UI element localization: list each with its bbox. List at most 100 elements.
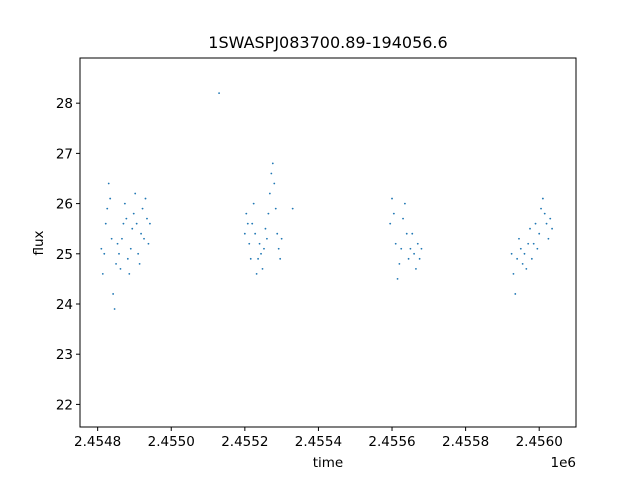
data-point bbox=[103, 252, 106, 255]
data-point bbox=[514, 293, 517, 295]
data-point bbox=[551, 227, 553, 230]
data-point bbox=[547, 237, 550, 240]
data-point bbox=[101, 272, 104, 275]
data-point bbox=[394, 242, 397, 245]
x-tick-label: 2.4550 bbox=[148, 434, 195, 450]
x-axis-label: time bbox=[313, 455, 344, 471]
data-point bbox=[116, 242, 119, 245]
y-tick-label: 26 bbox=[56, 197, 73, 213]
data-point bbox=[527, 242, 530, 245]
data-point bbox=[106, 207, 109, 210]
data-point bbox=[536, 247, 539, 250]
data-point bbox=[248, 242, 251, 245]
data-point bbox=[245, 212, 248, 215]
data-point bbox=[255, 272, 258, 275]
data-point bbox=[107, 182, 110, 185]
data-point bbox=[405, 232, 408, 235]
data-point bbox=[279, 257, 282, 260]
data-point bbox=[131, 227, 134, 230]
data-point bbox=[132, 212, 135, 215]
y-tick-label: 22 bbox=[56, 397, 73, 413]
x-tick-label: 2.4554 bbox=[295, 434, 342, 450]
data-point bbox=[141, 207, 144, 210]
data-point bbox=[264, 227, 267, 230]
data-point bbox=[246, 222, 249, 225]
data-point bbox=[530, 257, 533, 260]
x-tick-label: 2.4558 bbox=[442, 434, 489, 450]
plot-area-frame bbox=[79, 57, 577, 428]
data-point bbox=[267, 212, 270, 215]
data-point bbox=[110, 237, 113, 240]
data-point bbox=[415, 267, 417, 270]
data-point bbox=[270, 172, 273, 175]
data-point bbox=[271, 162, 274, 165]
data-point bbox=[144, 197, 147, 200]
data-point bbox=[402, 217, 404, 220]
data-point bbox=[274, 207, 277, 210]
data-point bbox=[532, 242, 535, 245]
data-point bbox=[129, 247, 132, 250]
data-point bbox=[545, 222, 548, 225]
data-point bbox=[277, 247, 280, 250]
chart-title: 1SWASPJ083700.89-194056.6 bbox=[208, 33, 447, 52]
data-point bbox=[418, 257, 421, 260]
data-point bbox=[122, 222, 125, 225]
data-point bbox=[119, 267, 122, 270]
data-point bbox=[407, 257, 410, 260]
data-point bbox=[113, 308, 116, 310]
y-tick-label: 25 bbox=[56, 247, 73, 263]
data-point bbox=[518, 237, 520, 240]
data-point bbox=[529, 227, 531, 230]
data-point bbox=[126, 257, 129, 260]
data-point bbox=[251, 222, 254, 225]
data-point bbox=[258, 242, 261, 245]
data-point bbox=[257, 257, 259, 260]
data-point bbox=[118, 252, 120, 255]
data-point bbox=[549, 217, 552, 220]
y-tick-label: 27 bbox=[56, 146, 73, 162]
y-tick-label: 24 bbox=[56, 297, 73, 313]
data-point bbox=[137, 252, 140, 255]
data-point bbox=[525, 267, 528, 270]
data-point bbox=[218, 92, 220, 95]
data-point bbox=[389, 222, 392, 225]
data-point bbox=[125, 217, 128, 220]
x-tick-label: 2.4552 bbox=[221, 434, 268, 450]
data-point bbox=[398, 262, 401, 265]
data-point bbox=[416, 242, 419, 245]
data-point bbox=[276, 232, 279, 235]
data-point bbox=[147, 242, 150, 245]
data-point bbox=[134, 192, 137, 195]
data-point bbox=[263, 247, 265, 250]
data-point bbox=[519, 247, 522, 250]
x-tick-label: 2.4560 bbox=[516, 434, 563, 450]
data-point bbox=[523, 252, 526, 255]
data-point bbox=[396, 278, 399, 280]
data-point bbox=[392, 212, 395, 215]
data-point bbox=[140, 232, 142, 235]
x-axis: 2.4548 2.4550 2.4552 2.4554 2.4556 2.4558 2.45… bbox=[74, 427, 563, 450]
data-point bbox=[266, 237, 268, 240]
data-point bbox=[411, 232, 414, 235]
data-point bbox=[109, 197, 112, 200]
data-point bbox=[121, 237, 123, 240]
data-point bbox=[413, 252, 415, 255]
data-point bbox=[540, 207, 542, 210]
data-point bbox=[420, 247, 423, 250]
data-point bbox=[135, 222, 138, 225]
y-axis: 22 23 24 25 26 27 28 bbox=[56, 96, 80, 413]
data-point bbox=[243, 232, 246, 235]
scatter-points bbox=[100, 92, 553, 310]
data-point bbox=[100, 247, 103, 250]
data-point bbox=[273, 182, 276, 185]
data-point bbox=[138, 262, 141, 265]
y-axis-label: flux bbox=[31, 230, 47, 255]
data-point bbox=[291, 207, 294, 210]
data-point bbox=[543, 212, 546, 215]
data-point bbox=[112, 293, 115, 295]
data-point bbox=[252, 202, 255, 205]
data-point bbox=[541, 197, 544, 200]
data-point bbox=[534, 222, 537, 225]
data-point bbox=[104, 222, 107, 225]
